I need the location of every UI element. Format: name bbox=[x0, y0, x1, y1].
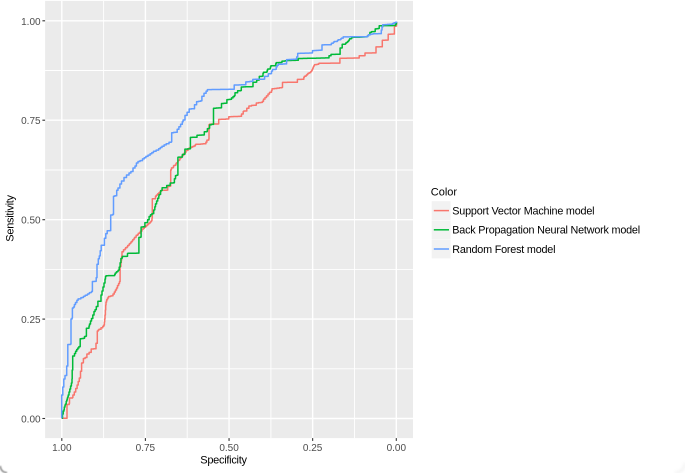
svg-text:Sensitivity: Sensitivity bbox=[4, 195, 16, 242]
svg-text:0.00: 0.00 bbox=[387, 443, 407, 454]
svg-text:1.00: 1.00 bbox=[52, 443, 72, 454]
svg-text:Color: Color bbox=[431, 187, 458, 199]
svg-text:1.00: 1.00 bbox=[21, 17, 41, 28]
svg-text:Random Forest model: Random Forest model bbox=[452, 244, 555, 256]
svg-text:Support Vector Machine model: Support Vector Machine model bbox=[452, 206, 594, 218]
svg-text:0.50: 0.50 bbox=[219, 443, 239, 454]
svg-text:0.25: 0.25 bbox=[303, 443, 323, 454]
svg-text:0.75: 0.75 bbox=[21, 116, 41, 127]
svg-text:0.00: 0.00 bbox=[21, 415, 41, 426]
svg-text:0.50: 0.50 bbox=[21, 216, 41, 227]
svg-text:0.75: 0.75 bbox=[136, 443, 156, 454]
svg-text:Specificity: Specificity bbox=[200, 455, 247, 467]
svg-text:0.25: 0.25 bbox=[21, 315, 41, 326]
svg-text:Back Propagation Neural Networ: Back Propagation Neural Network model bbox=[452, 225, 640, 237]
